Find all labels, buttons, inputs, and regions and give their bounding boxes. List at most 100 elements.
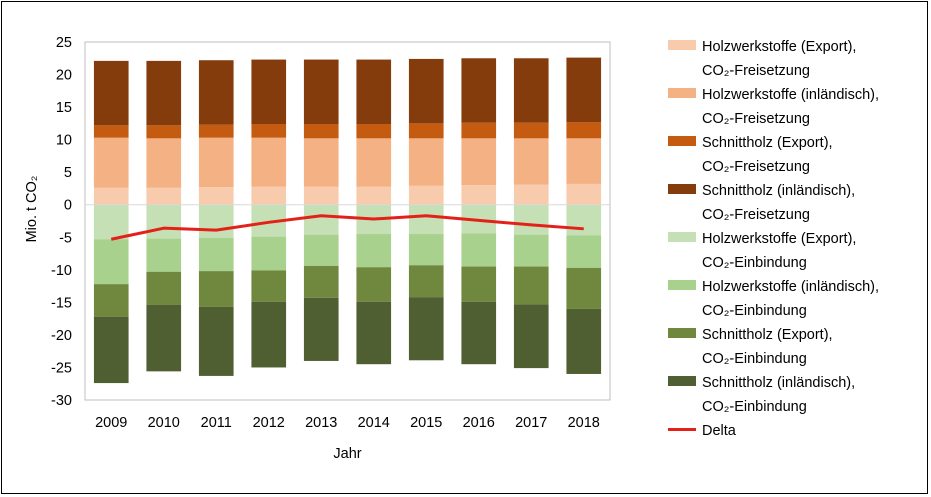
bar-segment (356, 267, 392, 302)
bar-segment (198, 137, 234, 188)
bar-segment (566, 308, 602, 374)
legend-item: Holzwerkstoffe (Export), CO₂-Freisetzung (668, 35, 930, 83)
bar-segment (146, 304, 182, 372)
bar-segment (146, 125, 182, 139)
x-tick-label: 2014 (358, 415, 390, 431)
bar-segment (198, 124, 234, 138)
legend-swatch (668, 136, 696, 146)
bar-segment (93, 284, 129, 317)
legend-item: Holzwerkstoffe (Export), CO₂-Einbindung (668, 227, 930, 275)
bar-segment (93, 316, 129, 384)
bar-segment (146, 271, 182, 305)
bar-segment (198, 187, 234, 205)
bar-segment (251, 270, 287, 302)
y-tick-label: 10 (56, 133, 72, 149)
legend-item: Schnittholz (Export), CO₂-Einbindung (668, 323, 930, 371)
bar-segment (513, 234, 549, 267)
legend-item: Schnittholz (inländisch), CO₂-Einbindung (668, 371, 930, 419)
x-tick-label: 2017 (515, 415, 547, 431)
bar-segment (356, 301, 392, 365)
bar-segment (566, 204, 602, 236)
legend-label: Schnittholz (Export), CO₂-Freisetzung (702, 135, 833, 175)
legend-label: Schnittholz (inländisch), CO₂-Einbindung (702, 375, 856, 415)
y-tick-label: -10 (51, 263, 72, 279)
x-tick-label: 2018 (568, 415, 600, 431)
bar-segment (461, 233, 497, 267)
bar-segment (461, 266, 497, 302)
x-tick-label: 2011 (201, 415, 232, 431)
legend-swatch (668, 376, 696, 386)
bar-segment (408, 204, 444, 235)
y-tick-label: -30 (51, 393, 72, 409)
x-tick-label: 2012 (253, 415, 285, 431)
bar-segment (93, 60, 129, 126)
bar-segment (198, 271, 234, 307)
y-tick-label: 15 (56, 100, 72, 116)
legend-swatch (668, 40, 696, 50)
bar-segment (198, 306, 234, 376)
bar-segment (198, 204, 234, 238)
bar-segment (408, 265, 444, 298)
legend-item: Schnittholz (Export), CO₂-Freisetzung (668, 131, 930, 179)
bar-segment (408, 138, 444, 186)
bar-segment (251, 186, 287, 205)
bar-segment (146, 60, 182, 126)
delta-line (110, 214, 584, 241)
chart-legend: Holzwerkstoffe (Export), CO₂-Freisetzung… (668, 35, 930, 467)
bar-segment (566, 183, 602, 205)
x-tick-label: 2015 (410, 415, 442, 431)
plot-area (84, 41, 611, 401)
legend-swatch (668, 184, 696, 194)
bar-segment (303, 297, 339, 361)
bar-segment (408, 185, 444, 205)
legend-item-delta: Delta (668, 419, 930, 467)
legend-swatch (668, 280, 696, 290)
x-tick-label: 2009 (95, 415, 127, 431)
bar-segment (461, 122, 497, 139)
legend-swatch (668, 328, 696, 338)
x-axis-label: Jahr (333, 446, 361, 462)
y-tick-label: 20 (56, 68, 72, 84)
bar-segment (251, 236, 287, 271)
y-tick-label: -25 (51, 360, 72, 376)
bar-segment (566, 267, 602, 309)
y-tick-label: -20 (51, 328, 72, 344)
legend-swatch (668, 88, 696, 98)
bar-segment (356, 138, 392, 187)
bar-segment (93, 239, 129, 285)
legend-item: Holzwerkstoffe (inländisch), CO₂-Einbind… (668, 275, 930, 323)
bar-segment (303, 59, 339, 125)
bar-segment (146, 187, 182, 205)
bar-segment (566, 122, 602, 139)
bar-segment (146, 204, 182, 239)
y-tick-label: 0 (64, 198, 72, 214)
legend-label: Holzwerkstoffe (inländisch), CO₂-Einbind… (702, 279, 880, 319)
bar-segment (303, 234, 339, 266)
bar-segment (408, 234, 444, 266)
bar-segment (513, 204, 549, 235)
bar-segment (461, 138, 497, 186)
bar-segment (408, 123, 444, 139)
bar-segment (198, 237, 234, 272)
bar-segment (93, 187, 129, 205)
bar-segment (93, 204, 129, 240)
bar-segment (303, 186, 339, 205)
bar-segment (356, 124, 392, 139)
legend-item: Holzwerkstoffe (inländisch), CO₂-Freiset… (668, 83, 930, 131)
bar-segment (303, 204, 339, 235)
y-axis-label: Mio. t CO₂ (24, 176, 40, 243)
legend-label: Schnittholz (Export), CO₂-Einbindung (702, 327, 833, 367)
y-tick-label: -15 (51, 295, 72, 311)
legend-label: Holzwerkstoffe (inländisch), CO₂-Freiset… (702, 87, 880, 127)
bar-segment (146, 138, 182, 188)
bar-segment (408, 297, 444, 361)
bar-segment (251, 301, 287, 368)
bar-segment (566, 138, 602, 184)
bar-segment (513, 304, 549, 369)
bar-segment (251, 59, 287, 125)
bar-segment (513, 138, 549, 185)
bar-segment (566, 235, 602, 268)
legend-swatch (668, 428, 696, 431)
bar-segment (251, 137, 287, 187)
